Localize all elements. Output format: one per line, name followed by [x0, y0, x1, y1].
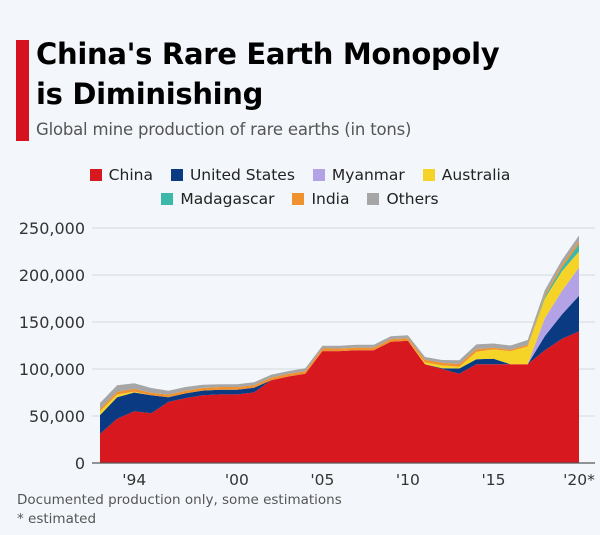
y-tick-label: 50,000 — [29, 407, 85, 426]
area-chart: 0 50,000 100,000 150,000 200,000 250,000 '94 '0… — [19, 219, 595, 485]
legend-label: China — [108, 166, 153, 184]
chart-subtitle: Global mine production of rare earths (i… — [36, 120, 412, 139]
legend-label: Australia — [441, 166, 511, 184]
legend-label: Myanmar — [331, 166, 405, 184]
legend-item-madagascar: Madagascar — [161, 190, 274, 208]
area-series-others — [100, 235, 579, 409]
x-tick-label: '00 — [225, 471, 249, 485]
y-tick-label: 250,000 — [19, 219, 85, 238]
legend-label: Others — [386, 190, 439, 208]
title-line-2: is Diminishing — [36, 77, 264, 111]
legend-row-1: China United States Myanmar Australia — [0, 163, 600, 187]
title-line-1: China's Rare Earth Monopoly — [36, 37, 500, 71]
x-tick-label: '10 — [396, 471, 420, 485]
x-tick-label: '15 — [481, 471, 505, 485]
area-series-india — [100, 241, 579, 412]
legend-item-others: Others — [367, 190, 439, 208]
legend-label: United States — [189, 166, 295, 184]
title-accent-bar — [16, 40, 29, 141]
y-tick-label: 150,000 — [19, 313, 85, 332]
chart-title: China's Rare Earth Monopoly is Diminishi… — [36, 34, 500, 114]
footnote-note: Documented production only, some estimat… — [17, 492, 342, 508]
legend-item-united-states: United States — [170, 166, 295, 184]
legend-label: India — [311, 190, 350, 208]
footnote-asterisk: * estimated — [17, 511, 97, 527]
legend-swatch — [161, 193, 174, 205]
legend-swatch — [367, 193, 380, 205]
x-tick-label: '05 — [310, 471, 334, 485]
legend-row-2: Madagascar India Others — [0, 187, 600, 211]
y-tick-label: 100,000 — [19, 360, 85, 379]
legend-swatch — [312, 169, 325, 181]
legend-swatch — [292, 193, 305, 205]
legend-item-australia: Australia — [422, 166, 511, 184]
legend-item-myanmar: Myanmar — [312, 166, 405, 184]
x-tick-label: '94 — [122, 471, 146, 485]
y-tick-label: 200,000 — [19, 266, 85, 285]
area-series-china — [100, 331, 579, 463]
y-tick-label: 0 — [75, 454, 85, 473]
legend-swatch — [170, 169, 183, 181]
x-tick-label: '20* — [563, 471, 595, 485]
legend-item-india: India — [292, 190, 349, 208]
legend-swatch — [422, 169, 435, 181]
legend-label: Madagascar — [180, 190, 275, 208]
legend-swatch — [89, 169, 102, 181]
legend-item-china: China — [89, 166, 153, 184]
legend: China United States Myanmar Australia Madag… — [0, 163, 600, 211]
